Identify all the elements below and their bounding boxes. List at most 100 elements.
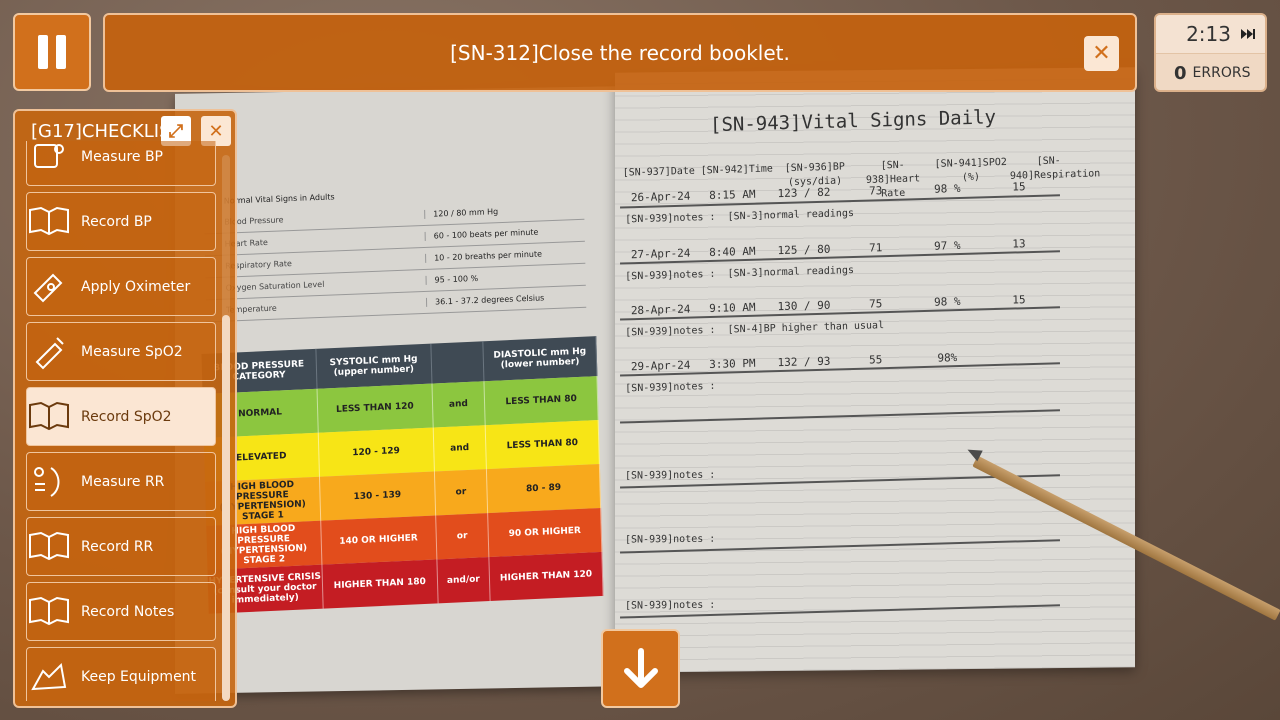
vitals-key: Blood Pressure [224,215,284,227]
notes-label: [SN-939]notes : [625,211,716,226]
timer-panel: 2:13 0 ERRORS [1154,13,1267,92]
notes-label: [SN-939]notes : [625,599,716,612]
log-value: 130 / 90 [777,298,831,314]
bp-table-body: NORMAL LESS THAN 120 and LESS THAN 80 ELEVAT… [202,376,604,614]
bp-diastolic-cell: 80 - 89 [487,463,602,514]
log-value: 27-Apr-24 [630,246,691,262]
checklist-item-record-rr[interactable]: Record RR [26,517,216,576]
checklist-item-label: Measure RR [81,473,165,490]
vitals-value: 120 / 80 mm Hg [424,203,585,219]
log-value: 15 [1012,293,1026,307]
checklist-scrollbar[interactable] [222,155,230,701]
booklet-left-page: Normal Vital Signs in Adults Blood Press… [175,86,625,694]
scroll-down-button[interactable] [601,629,680,708]
notes-label: [SN-939]notes : [625,533,716,546]
booklet-icon [27,527,71,567]
bp-diastolic-cell: 90 OR HIGHER [488,507,603,558]
bp-systolic-cell: HIGHER THAN 180 [322,559,439,609]
checklist-item-label: Measure SpO2 [81,343,183,360]
close-icon: ✕ [208,120,224,142]
vitals-value: 95 - 100 % [425,269,586,285]
errors-label: ERRORS [1192,65,1251,81]
notes-label: [SN-939]notes : [625,324,716,339]
vitals-key: Respiratory Rate [225,259,292,271]
oximeter-measure-icon [27,332,71,372]
instruction-close-button[interactable]: ✕ [1084,36,1119,71]
bp-operator-cell: or [435,513,490,560]
bp-operator-cell: and [433,425,488,472]
bp-operator-cell: and [432,381,486,428]
normal-vitals-table: Normal Vital Signs in Adults Blood Press… [204,183,587,323]
checklist-item-label: Record BP [81,213,152,230]
bp-systolic-cell: 130 - 139 [319,471,436,521]
log-value [983,348,1055,363]
checklist-item-record-bp[interactable]: Record BP [26,192,216,251]
bp-diastolic-cell: HIGHER THAN 120 [489,551,604,602]
checklist-item-measure-spo2[interactable]: Measure SpO2 [26,322,216,381]
bp-category-table: BLOOD PRESSURE CATEGORY SYSTOLIC mm Hg (… [201,336,604,614]
instruction-text: [SN-312]Close the record booklet. [450,40,790,65]
log-value: 3:30 PM [709,356,756,372]
breathing-icon [27,462,71,502]
log-entry: 29-Apr-24 3:30 PM 132 / 93 55 98% [SN-939]not… [625,348,1056,394]
vitals-daily-title: [SN-943]Vital Signs Daily [709,106,997,137]
bp-operator-cell: and/or [437,557,491,604]
log-value: 28-Apr-24 [630,302,691,318]
checklist-item-label: Record Notes [81,603,175,620]
checklist-item-measure-rr[interactable]: Measure RR [26,452,216,511]
checklist-items[interactable]: Measure BP Record BP Apply Oximeter Measure… [26,141,218,701]
errors-count: 0 [1174,62,1187,84]
checklist-item-label: Keep Equipment [81,668,197,685]
bp-header-diastolic: DIASTOLIC mm Hg (lower number) [483,336,598,382]
pause-icon [56,35,66,69]
checklist-item-record-spo2[interactable]: Record SpO2 [26,387,216,446]
log-value: 29-Apr-24 [630,358,691,374]
log-value: 55 [868,353,883,367]
vitals-value: 10 - 20 breaths per minute [425,247,586,263]
arrow-down-icon [623,647,658,688]
checklist-title: [G17]CHECKLIST [31,121,182,142]
notes-text: [SN-4]BP higher than usual [727,320,885,336]
checklist-item-label: Apply Oximeter [81,278,191,295]
log-value: 8:40 AM [709,244,756,260]
checklist-item-measure-bp[interactable]: Measure BP [26,141,216,186]
notes-text: [SN-3]normal readings [727,207,855,223]
bp-operator-cell: or [434,469,489,516]
booklet-icon [27,397,71,437]
log-value: 75 [868,297,883,311]
checklist-item-keep-equipment[interactable]: Keep Equipment [26,647,216,701]
log-value: 9:10 AM [709,300,756,316]
scrollbar-thumb[interactable] [222,315,230,701]
notes-label: [SN-939]notes : [625,380,716,395]
log-value: 71 [868,241,883,255]
booklet-icon [27,592,71,632]
log-value: 98% [937,351,958,365]
log-value: 125 / 80 [777,242,831,258]
vitals-key: Heart Rate [224,237,268,249]
record-booklet[interactable]: Normal Vital Signs in Adults Blood Press… [175,67,1135,710]
log-value: 73 [868,184,883,198]
fast-forward-icon[interactable] [1241,29,1255,39]
checklist-item-label: Measure BP [81,148,163,165]
log-entry: 27-Apr-24 8:40 AM 125 / 80 71 97 % 13 [SN-939]… [625,236,1056,282]
bp-diastolic-cell: LESS THAN 80 [484,376,599,426]
bp-diastolic-cell: LESS THAN 80 [485,420,600,470]
log-value: 8:15 AM [709,187,756,203]
booklet-icon [27,202,71,242]
instruction-banner: [SN-312]Close the record booklet. ✕ [103,13,1137,92]
pause-button[interactable] [13,13,91,91]
log-value: 15 [1012,180,1026,194]
vitals-value: 60 - 100 beats per minute [424,225,585,241]
checklist-item-label: Record RR [81,538,154,555]
timer-time: 2:13 [1186,22,1231,46]
checklist-item-record-notes[interactable]: Record Notes [26,582,216,641]
log-value: 132 / 93 [777,354,831,370]
booklet-right-page: [SN-943]Vital Signs Daily [SN-937]Date [… [615,67,1135,673]
bp-header-systolic: SYSTOLIC mm Hg (upper number) [316,343,433,389]
log-value: 26-Apr-24 [630,189,691,205]
checklist-item-apply-oximeter[interactable]: Apply Oximeter [26,257,216,316]
checklist-item-label: Record SpO2 [81,408,172,425]
vitals-value: 36.1 - 37.2 degrees Celsius [425,291,587,307]
vitals-key: Temperature [226,303,277,315]
notes-label: [SN-939]notes : [625,268,716,283]
